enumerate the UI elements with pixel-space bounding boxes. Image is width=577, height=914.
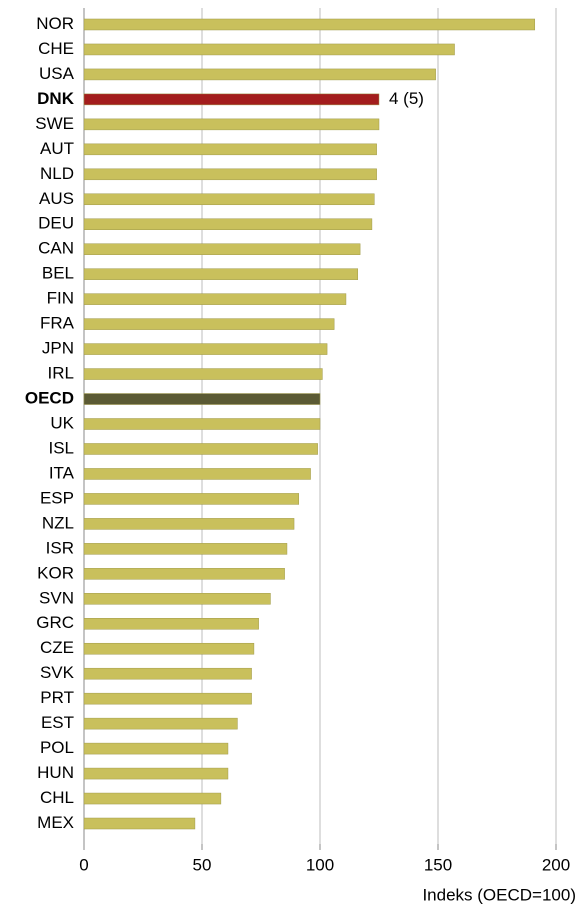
bar xyxy=(83,568,285,580)
bar xyxy=(83,493,300,505)
bar xyxy=(83,193,375,206)
y-tick-label: FRA xyxy=(40,314,75,333)
y-tick-label: DEU xyxy=(38,214,74,233)
bar xyxy=(83,792,222,805)
bar xyxy=(83,642,255,655)
y-tick-label: AUT xyxy=(40,139,74,158)
bar xyxy=(83,18,536,31)
bar xyxy=(83,593,271,605)
y-tick-label: KOR xyxy=(37,563,74,582)
x-tick-label: 50 xyxy=(193,855,212,874)
bar xyxy=(83,143,377,156)
bar xyxy=(83,393,321,405)
bar xyxy=(83,118,380,131)
bar xyxy=(83,318,335,330)
bar xyxy=(83,68,436,81)
bar xyxy=(83,443,318,455)
bar xyxy=(83,717,238,730)
x-tick-label: 150 xyxy=(424,855,452,874)
bar xyxy=(83,692,252,705)
bar xyxy=(83,293,347,305)
bar xyxy=(83,468,311,480)
y-tick-label: GRC xyxy=(36,613,74,632)
bar xyxy=(83,767,229,780)
y-tick-label: USA xyxy=(39,64,75,83)
bar xyxy=(83,742,229,755)
bar xyxy=(83,218,373,230)
y-tick-label: PRT xyxy=(40,688,74,707)
bar xyxy=(83,43,455,56)
bar xyxy=(83,667,252,680)
y-tick-label: CHL xyxy=(40,788,74,807)
bar xyxy=(83,243,361,255)
y-tick-label: CHE xyxy=(38,39,74,58)
bar xyxy=(83,817,196,830)
y-tick-label: SVN xyxy=(39,588,74,607)
y-tick-label: MEX xyxy=(37,813,74,832)
y-tick-label: UK xyxy=(50,413,74,432)
bar xyxy=(83,543,288,555)
y-tick-label: SVK xyxy=(40,663,75,682)
bar xyxy=(83,418,321,430)
bar xyxy=(83,518,295,530)
bar xyxy=(83,343,328,355)
y-tick-label: POL xyxy=(40,738,74,757)
bar xyxy=(83,93,380,106)
x-tick-label: 100 xyxy=(306,855,334,874)
bar xyxy=(83,368,323,380)
y-tick-label: FIN xyxy=(47,289,74,308)
y-tick-label: AUS xyxy=(39,189,74,208)
x-tick-label: 200 xyxy=(542,855,570,874)
annotation: 4 (5) xyxy=(389,89,424,108)
y-tick-label: NZL xyxy=(42,513,74,532)
y-tick-label: ISR xyxy=(46,538,74,557)
bar xyxy=(83,168,377,181)
y-tick-label: NLD xyxy=(40,164,74,183)
y-tick-label: EST xyxy=(41,713,74,732)
y-tick-label: CAN xyxy=(38,239,74,258)
y-tick-label: ITA xyxy=(49,463,75,482)
y-tick-label: IRL xyxy=(48,364,74,383)
y-tick-label: BEL xyxy=(42,264,74,283)
y-tick-label: CZE xyxy=(40,638,74,657)
y-tick-label: OECD xyxy=(25,389,74,408)
bar xyxy=(83,618,259,630)
y-tick-label: NOR xyxy=(36,14,74,33)
y-tick-label: JPN xyxy=(42,339,74,358)
y-tick-label: SWE xyxy=(35,114,74,133)
x-axis-label: Indeks (OECD=100) xyxy=(422,885,576,904)
y-tick-label: ESP xyxy=(40,488,74,507)
y-tick-label: DNK xyxy=(37,89,75,108)
y-tick-label: ISL xyxy=(48,438,74,457)
y-tick-label: HUN xyxy=(37,763,74,782)
x-tick-label: 0 xyxy=(79,855,88,874)
bar xyxy=(83,268,359,280)
